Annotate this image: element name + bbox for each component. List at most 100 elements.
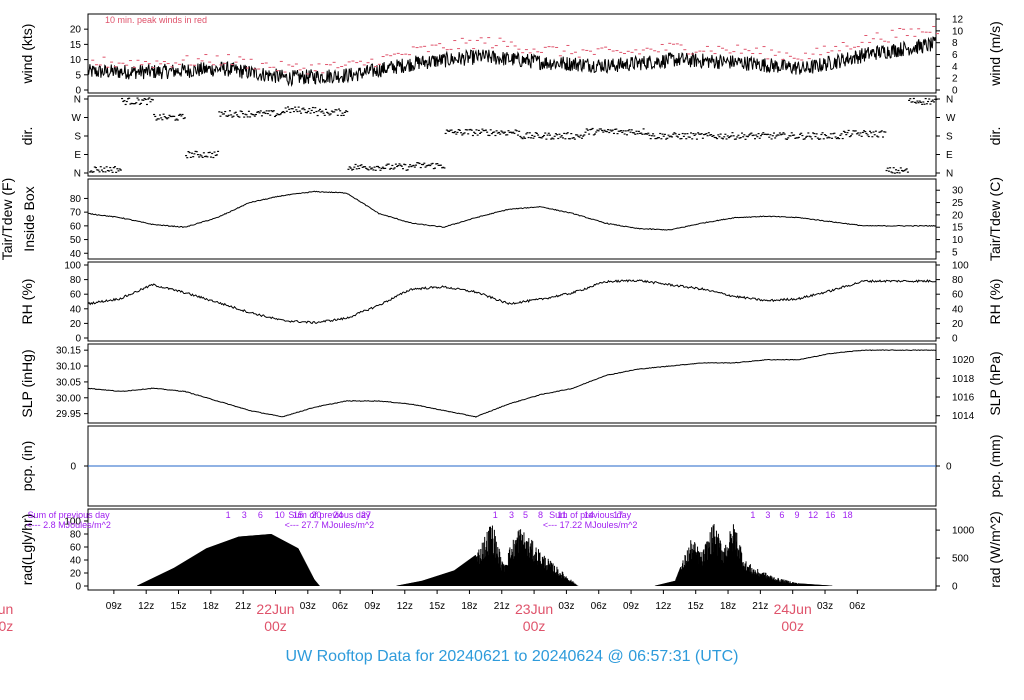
rad-hour-label: 17 [613,510,623,520]
x-tick-label: 06z [849,601,865,612]
x-tick-label: 12z [138,601,154,612]
rad-hour-label: 1 [750,510,755,520]
dir-ylabel-left: dir. [19,127,35,146]
x-tick-label: 09z [623,601,639,612]
rh-ylabel-right: RH (%) [987,279,1003,325]
slp-ytick-label-left: 29.95 [56,409,81,420]
x-tick-label: 15z [688,601,704,612]
rad-hour-label: 1 [226,510,231,520]
rad-ytick-label-right: 500 [952,554,969,565]
rad-hour-label: 15 [293,510,303,520]
rh-ytick-label-left: 0 [75,334,81,345]
dir-ytick-label-left: W [72,113,82,124]
x-date-time-label: 00z [781,618,804,634]
rh-ytick-label-left: 100 [64,261,81,272]
rh-ytick-label-left: 20 [70,319,82,330]
wind-ytick-label-right: 12 [952,15,964,26]
dir-ytick-label-right: S [946,132,953,143]
dir-ylabel-right: dir. [987,127,1003,146]
temp-ylabel-left: Inside Box [21,186,37,251]
slp-line [87,349,937,418]
pcp-ylabel-left: pcp. (in) [19,441,35,492]
rad-hour-label: 11 [557,510,566,520]
rad-ytick-label-left: 0 [75,582,81,593]
rad-hour-label: 14 [584,510,594,520]
temp-ytick-label-left: 80 [70,194,82,205]
wind-ytick-label-right: 0 [952,86,958,97]
rh-ylabel-left: RH (%) [19,279,35,325]
temp-frame [87,178,937,260]
rh-ytick-label-right: 60 [952,290,964,301]
dir-ytick-label-left: E [74,150,81,161]
rad-hour-label: 12 [808,510,818,520]
rad-sum-label-line1: Sum of previous day [549,510,632,520]
rad-hour-label: 6 [258,510,263,520]
rh-frame [87,261,937,342]
rad-ytick-label-left: 20 [70,569,82,580]
rad-ytick-label-right: 1000 [952,526,975,537]
wind-ytick-label-left: 10 [70,55,82,66]
rad-sum-label-line2: <--- 2.8 MJoules/m^2 [26,520,111,530]
temp-ytick-label-left: 60 [70,221,82,232]
dir-ytick-label-left: S [74,132,81,143]
x-tick-label: 15z [170,601,186,612]
rad-hour-label: 27 [361,510,371,520]
rad-ytick-label-left: 80 [70,530,82,541]
temp-ytick-label-left: 70 [70,208,82,219]
slp-ytick-label-right: 1018 [952,374,975,385]
rad-hour-label: 3 [509,510,514,520]
x-tick-label: 03z [817,601,833,612]
rad-sum-label-line1: Sum of previous day [28,510,111,520]
rh-ytick-label-left: 60 [70,290,82,301]
rh-ytick-label-right: 0 [952,334,958,345]
rad-ytick-label-left: 100 [64,517,81,528]
x-tick-label: 09z [106,601,122,612]
rad-hour-label: 1 [493,510,498,520]
rad-hour-label: 8 [538,510,543,520]
x-tick-label: 09z [364,601,380,612]
x-tick-label: 21z [494,601,510,612]
rad-ylabel-left: rad(Lgly/hr) [19,514,35,586]
slp-ylabel-right: SLP (hPa) [987,351,1003,415]
rad-ytick-label-right: 0 [952,582,958,593]
rad-sum-label-line1: Sum of previous day [288,510,371,520]
x-date-label: 24Jun [774,601,812,617]
x-tick-label: 06z [332,601,348,612]
x-tick-label: 12z [397,601,413,612]
x-date-label: 23Jun [515,601,553,617]
dir-ytick-label-right: N [946,95,953,106]
slp-ylabel-left: SLP (inHg) [19,349,35,417]
pcp-ylabel-right: pcp. (mm) [987,435,1003,498]
temp-line [87,190,937,231]
x-tick-label: 18z [720,601,736,612]
rad-hour-label: 5 [523,510,528,520]
rad-hour-label: 3 [765,510,770,520]
x-tick-label: 12z [655,601,671,612]
temp-ytick-label-right: 15 [952,223,964,234]
rad-hour-label: 9 [794,510,799,520]
slp-ytick-label-left: 30.10 [56,362,81,373]
x-tick-label: 03z [300,601,316,612]
slp-panel: 29.95 30.00 30.05 30.10 30.15 1014 1016 1018 102… [19,343,1003,424]
rad-hour-label: 18 [843,510,853,520]
wind-ytick-label-right: 6 [952,50,958,61]
x-tick-label: 03z [558,601,574,612]
rh-ytick-label-right: 20 [952,319,964,330]
rad-sum-label-line2: <--- 27.7 MJoules/m^2 [285,520,375,530]
wind-ytick-label-left: 15 [70,40,82,51]
rad-ylabel-right: rad (W/m^2) [987,511,1003,588]
wind-ytick-label-right: 10 [952,26,964,37]
dir-ytick-label-right: N [946,169,953,180]
temp-ytick-label-right: 25 [952,198,964,209]
temp-ytick-label-left: 40 [70,249,82,260]
pcp-ytick-label-left: 0 [70,462,76,473]
slp-frame [87,343,937,424]
temp-ytick-label-right: 20 [952,210,964,221]
wind-ytick-label-right: 8 [952,38,958,49]
x-date-label: Jun [0,601,13,617]
dir-ytick-label-right: W [946,113,956,124]
x-date-time-label: 00z [264,618,287,634]
